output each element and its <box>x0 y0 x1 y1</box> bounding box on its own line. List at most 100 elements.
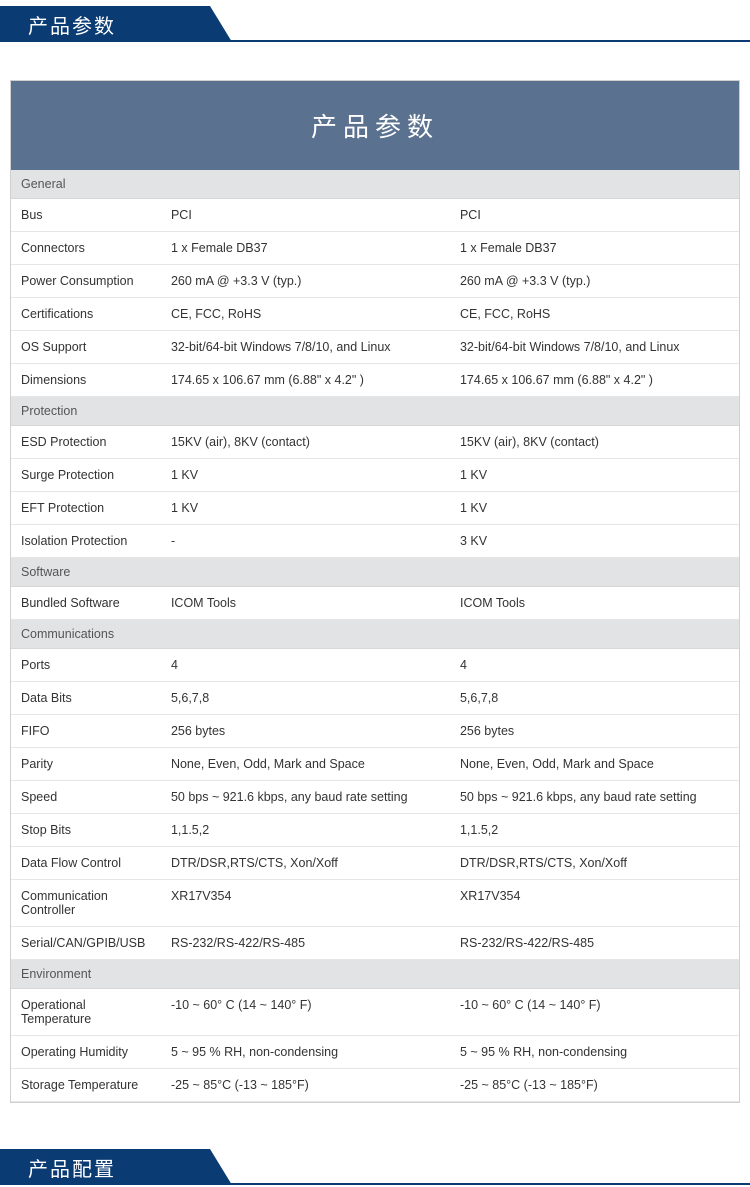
spec-row-value-2: 1 KV <box>450 492 739 525</box>
top-section-banner: 产品参数 <box>0 0 750 42</box>
spec-section-title: Communications <box>11 620 739 649</box>
spec-row-value-1: 50 bps ~ 921.6 kbps, any baud rate setti… <box>161 781 450 814</box>
spec-row-value-1: RS-232/RS-422/RS-485 <box>161 927 450 960</box>
spec-row-value-1: -10 ~ 60° C (14 ~ 140° F) <box>161 989 450 1036</box>
spec-row-value-1: 4 <box>161 649 450 682</box>
spec-row: EFT Protection1 KV1 KV <box>11 492 739 525</box>
spec-row: Operational Temperature-10 ~ 60° C (14 ~… <box>11 989 739 1036</box>
spec-row-value-1: 260 mA @ +3.3 V (typ.) <box>161 265 450 298</box>
spec-row: Surge Protection1 KV1 KV <box>11 459 739 492</box>
spec-row-label: Operational Temperature <box>11 989 161 1036</box>
spec-row-value-2: 15KV (air), 8KV (contact) <box>450 426 739 459</box>
spec-section-header: Communications <box>11 620 739 649</box>
spec-row-value-1: - <box>161 525 450 558</box>
spec-section-title: Environment <box>11 960 739 989</box>
spec-row: Stop Bits1,1.5,21,1.5,2 <box>11 814 739 847</box>
spec-row-label: Isolation Protection <box>11 525 161 558</box>
spec-section-header: Protection <box>11 397 739 426</box>
spec-row-value-1: 174.65 x 106.67 mm (6.88" x 4.2" ) <box>161 364 450 397</box>
spec-row-label: Speed <box>11 781 161 814</box>
spec-row-value-2: CE, FCC, RoHS <box>450 298 739 331</box>
spec-section-title: Software <box>11 558 739 587</box>
spec-row-value-2: -10 ~ 60° C (14 ~ 140° F) <box>450 989 739 1036</box>
spec-row-value-2: -25 ~ 85°C (-13 ~ 185°F) <box>450 1069 739 1102</box>
spec-row-value-1: 1 KV <box>161 459 450 492</box>
spec-row-label: Certifications <box>11 298 161 331</box>
spec-row: Power Consumption260 mA @ +3.3 V (typ.)2… <box>11 265 739 298</box>
spec-row-value-1: 1 x Female DB37 <box>161 232 450 265</box>
spec-row: Dimensions174.65 x 106.67 mm (6.88" x 4.… <box>11 364 739 397</box>
spec-row-value-2: 1,1.5,2 <box>450 814 739 847</box>
spec-row-label: Stop Bits <box>11 814 161 847</box>
spec-row-label: Communication Controller <box>11 880 161 927</box>
spec-row: Operating Humidity5 ~ 95 % RH, non-conde… <box>11 1036 739 1069</box>
banner-shape: 产品参数 <box>0 6 116 42</box>
spec-row: Ports44 <box>11 649 739 682</box>
spec-row-value-2: 174.65 x 106.67 mm (6.88" x 4.2" ) <box>450 364 739 397</box>
spec-row-value-2: 4 <box>450 649 739 682</box>
spec-row-label: Serial/CAN/GPIB/USB <box>11 927 161 960</box>
spec-row: Connectors1 x Female DB371 x Female DB37 <box>11 232 739 265</box>
bottom-section-banner: 产品配置 <box>0 1143 750 1185</box>
spec-row-value-2: 50 bps ~ 921.6 kbps, any baud rate setti… <box>450 781 739 814</box>
spec-card: 产品参数 GeneralBusPCIPCIConnectors1 x Femal… <box>10 80 740 1103</box>
spec-row-value-1: 1 KV <box>161 492 450 525</box>
spec-row-label: Ports <box>11 649 161 682</box>
spec-row-value-1: 256 bytes <box>161 715 450 748</box>
spec-row-value-2: 1 x Female DB37 <box>450 232 739 265</box>
spec-row-label: Data Flow Control <box>11 847 161 880</box>
spec-row-label: ESD Protection <box>11 426 161 459</box>
spec-row-value-2: 5 ~ 95 % RH, non-condensing <box>450 1036 739 1069</box>
banner-shape-triangle <box>210 6 232 42</box>
spec-row-label: Power Consumption <box>11 265 161 298</box>
spec-section-header: General <box>11 170 739 199</box>
spec-row-label: EFT Protection <box>11 492 161 525</box>
spec-row-value-2: 5,6,7,8 <box>450 682 739 715</box>
spec-row-value-1: CE, FCC, RoHS <box>161 298 450 331</box>
spec-table: GeneralBusPCIPCIConnectors1 x Female DB3… <box>11 170 739 1102</box>
spec-row: Data Flow ControlDTR/DSR,RTS/CTS, Xon/Xo… <box>11 847 739 880</box>
spec-row-value-1: 32-bit/64-bit Windows 7/8/10, and Linux <box>161 331 450 364</box>
spec-row-value-2: RS-232/RS-422/RS-485 <box>450 927 739 960</box>
spec-row: FIFO256 bytes256 bytes <box>11 715 739 748</box>
spec-row: Speed50 bps ~ 921.6 kbps, any baud rate … <box>11 781 739 814</box>
spec-row-label: Parity <box>11 748 161 781</box>
spec-row-value-2: 256 bytes <box>450 715 739 748</box>
spec-row-label: Storage Temperature <box>11 1069 161 1102</box>
spec-row-value-1: PCI <box>161 199 450 232</box>
spec-row: ParityNone, Even, Odd, Mark and SpaceNon… <box>11 748 739 781</box>
spec-row: Bundled SoftwareICOM ToolsICOM Tools <box>11 587 739 620</box>
spec-row: Serial/CAN/GPIB/USBRS-232/RS-422/RS-485R… <box>11 927 739 960</box>
spec-row-value-2: 3 KV <box>450 525 739 558</box>
spec-row-value-1: 15KV (air), 8KV (contact) <box>161 426 450 459</box>
spec-row-label: Bus <box>11 199 161 232</box>
banner-shape-triangle <box>210 1149 232 1185</box>
spec-row-label: OS Support <box>11 331 161 364</box>
spec-row-value-1: ICOM Tools <box>161 587 450 620</box>
spec-section-title: General <box>11 170 739 199</box>
spec-row-value-2: 260 mA @ +3.3 V (typ.) <box>450 265 739 298</box>
spec-row-value-2: None, Even, Odd, Mark and Space <box>450 748 739 781</box>
spec-row-value-2: DTR/DSR,RTS/CTS, Xon/Xoff <box>450 847 739 880</box>
spec-row-value-2: 1 KV <box>450 459 739 492</box>
card-title: 产品参数 <box>11 81 739 170</box>
spec-section-header: Software <box>11 558 739 587</box>
spec-row-value-1: -25 ~ 85°C (-13 ~ 185°F) <box>161 1069 450 1102</box>
top-banner-label: 产品参数 <box>0 10 116 39</box>
spec-row-value-1: DTR/DSR,RTS/CTS, Xon/Xoff <box>161 847 450 880</box>
spec-row: Communication ControllerXR17V354XR17V354 <box>11 880 739 927</box>
spec-row-label: FIFO <box>11 715 161 748</box>
bottom-banner-label: 产品配置 <box>0 1153 116 1182</box>
spec-row-value-2: XR17V354 <box>450 880 739 927</box>
spec-row: Data Bits5,6,7,85,6,7,8 <box>11 682 739 715</box>
spec-row: Storage Temperature-25 ~ 85°C (-13 ~ 185… <box>11 1069 739 1102</box>
spec-row-value-1: 5,6,7,8 <box>161 682 450 715</box>
spec-row-value-2: 32-bit/64-bit Windows 7/8/10, and Linux <box>450 331 739 364</box>
spec-row-value-1: None, Even, Odd, Mark and Space <box>161 748 450 781</box>
spec-row-value-1: 1,1.5,2 <box>161 814 450 847</box>
spec-section-header: Environment <box>11 960 739 989</box>
banner-shape: 产品配置 <box>0 1149 116 1185</box>
spec-row-value-2: ICOM Tools <box>450 587 739 620</box>
spec-row: ESD Protection15KV (air), 8KV (contact)1… <box>11 426 739 459</box>
spec-row-value-1: XR17V354 <box>161 880 450 927</box>
